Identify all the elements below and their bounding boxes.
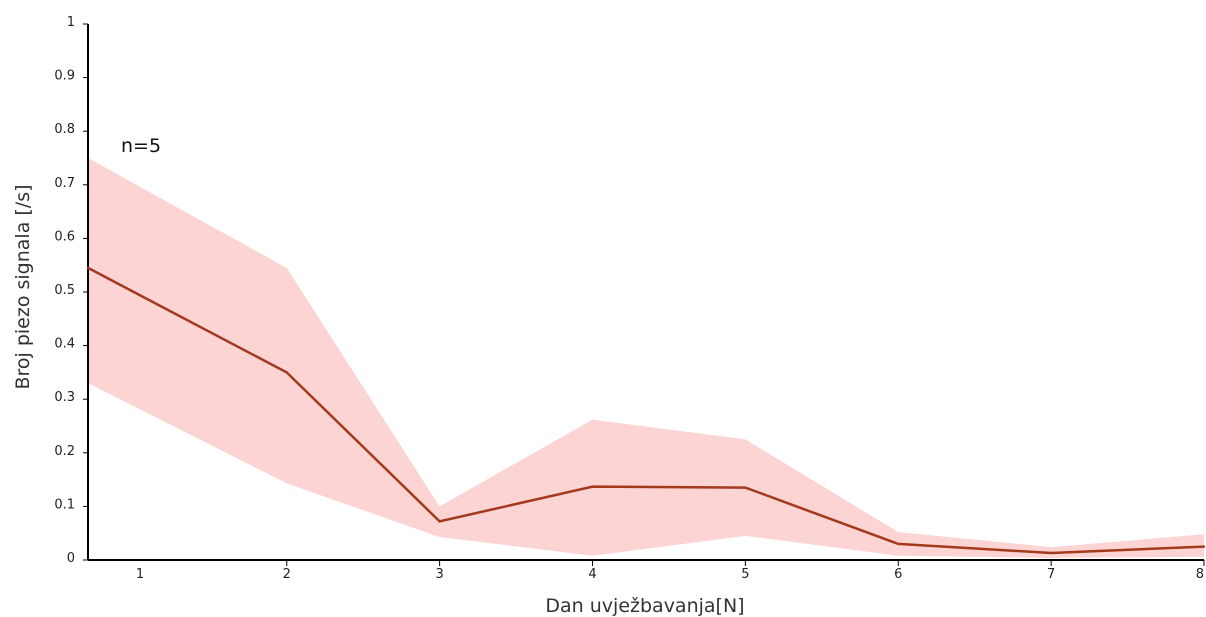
data-point: [897, 542, 900, 546]
x-tick-label: 1: [136, 567, 144, 582]
y-tick-label: 0.3: [54, 390, 75, 405]
y-tick-label: 0.5: [54, 283, 75, 298]
x-tick-label: 4: [588, 567, 596, 582]
data-point: [591, 485, 594, 488]
mean-series-line: [87, 266, 1205, 555]
data-point: [744, 486, 747, 489]
data-point: [285, 371, 288, 374]
data-point: [1049, 551, 1053, 555]
data-point: [86, 266, 90, 270]
y-tick-label: 0.2: [54, 444, 75, 459]
y-ticks: 0 0.1 0.2 0.3 0.4 0.5 0.6 0.7 0.8 0.9 1: [54, 15, 88, 566]
x-tick-label: 5: [741, 567, 749, 582]
y-axis-title: Broj piezo signala [/s]: [12, 184, 34, 389]
y-tick-label: 0.1: [54, 497, 75, 512]
y-tick-label: 0.7: [54, 176, 75, 191]
confidence-band-layer: [88, 158, 1204, 558]
data-point: [1202, 545, 1206, 548]
y-tick-label: 0.6: [54, 229, 75, 244]
y-tick-label: 0.4: [54, 337, 75, 352]
x-tick-label: 3: [435, 567, 443, 582]
y-tick-label: 1: [67, 15, 75, 30]
x-axis-title: Dan uvježbavanja[N]: [545, 595, 744, 617]
x-ticks: 1 2 3 4 5 6 7 8: [136, 560, 1205, 582]
x-tick-label: 6: [894, 567, 902, 582]
sample-size-annotation: n=5: [121, 135, 161, 157]
y-tick-label: 0: [67, 551, 75, 566]
y-tick-label: 0.8: [54, 122, 75, 137]
y-tick-label: 0.9: [54, 69, 75, 84]
x-tick-label: 7: [1047, 567, 1055, 582]
x-tick-label: 2: [283, 567, 291, 582]
x-tick-label: 8: [1196, 567, 1204, 582]
mean-line-layer: [86, 266, 1206, 555]
confidence-band: [88, 158, 1204, 558]
data-point: [438, 520, 441, 523]
